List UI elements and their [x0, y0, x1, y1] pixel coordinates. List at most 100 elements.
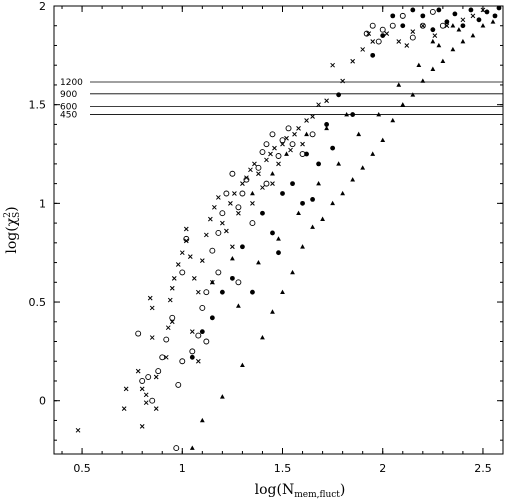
- open-circle-point: [363, 30, 370, 37]
- y-tick-label: 1.5: [29, 99, 47, 112]
- triangle-point: [284, 151, 289, 156]
- open-circle-point: [263, 180, 270, 187]
- cross-point: [179, 250, 185, 256]
- open-circle-point: [173, 445, 180, 452]
- filled-circle-point: [199, 329, 205, 335]
- open-circle-point: [155, 368, 162, 375]
- cross-point: [230, 244, 235, 250]
- filled-circle-point: [209, 315, 215, 321]
- cross-point: [272, 145, 277, 151]
- open-circle-point: [219, 210, 226, 217]
- cross-point: [252, 161, 257, 167]
- triangle-point: [390, 117, 396, 123]
- cross-point: [270, 181, 275, 186]
- open-circle-point: [275, 153, 282, 159]
- cross-point: [276, 161, 281, 167]
- x-tick-label: 2: [379, 462, 386, 475]
- filled-circle-point: [189, 354, 195, 360]
- cross-point: [195, 358, 201, 364]
- filled-circle-point: [492, 13, 498, 19]
- cross-point: [304, 118, 309, 123]
- cross-point: [121, 406, 127, 411]
- open-circle-point: [243, 176, 250, 183]
- cross-point: [199, 258, 205, 263]
- cross-point: [396, 39, 402, 44]
- triangle-point: [330, 200, 336, 206]
- cross-point: [300, 141, 305, 147]
- open-circle-point: [169, 314, 176, 321]
- open-circle-point: [269, 131, 276, 138]
- filled-circle-point: [330, 145, 336, 151]
- open-circle-point: [199, 305, 206, 311]
- filled-circle-point: [300, 200, 305, 206]
- triangle-point: [356, 131, 362, 137]
- filled-circle-point: [410, 7, 416, 13]
- triangle-point: [430, 66, 436, 71]
- cross-point: [366, 31, 372, 36]
- cross-point: [224, 228, 229, 234]
- triangle-point: [336, 161, 342, 166]
- open-circle-point: [159, 354, 166, 361]
- reference-line-label: 450: [60, 111, 77, 121]
- filled-circle-point: [430, 27, 436, 33]
- cross-point: [370, 39, 376, 44]
- reference-line-label: 600: [60, 103, 77, 113]
- filled-circle-point: [390, 13, 396, 19]
- cross-point: [139, 424, 145, 429]
- triangle-point: [296, 210, 301, 216]
- triangle-point: [209, 279, 215, 285]
- data-points: [75, 5, 502, 452]
- cross-point: [240, 181, 245, 186]
- cross-point: [191, 275, 197, 281]
- triangle-point: [340, 190, 346, 196]
- cross-point: [260, 185, 265, 190]
- triangle-point: [450, 46, 456, 52]
- open-circle-point: [369, 22, 376, 29]
- cross-point: [175, 262, 181, 267]
- cross-point: [171, 275, 177, 281]
- cross-point: [292, 131, 297, 137]
- triangle-point: [270, 309, 275, 314]
- cross-point: [143, 392, 149, 398]
- reference-lines: [90, 81, 503, 115]
- cross-point: [75, 427, 81, 433]
- open-circle-point: [379, 26, 386, 33]
- x-axis-label: log(Nmem,fluct): [255, 482, 346, 499]
- filled-circle-point: [444, 19, 450, 25]
- filled-circle-point: [468, 7, 474, 13]
- cross-point: [432, 33, 438, 38]
- open-circle-point: [389, 22, 396, 29]
- triangle-point: [240, 362, 245, 367]
- cross-point: [169, 285, 175, 291]
- filled-circle-point: [400, 23, 406, 29]
- triangle-point: [290, 269, 295, 275]
- open-circle-point: [279, 137, 286, 144]
- filled-circle-point: [240, 244, 245, 250]
- triangle-point: [260, 334, 265, 340]
- filled-circle-point: [280, 191, 285, 196]
- x-tick-label: 1.5: [274, 462, 292, 475]
- open-circle-point: [309, 131, 316, 138]
- open-circle-point: [439, 22, 446, 29]
- cross-point: [228, 201, 233, 206]
- triangle-point: [236, 303, 241, 308]
- open-circle-point: [145, 374, 152, 380]
- triangle-point: [490, 19, 496, 24]
- triangle-point: [304, 131, 309, 137]
- triangle-point: [440, 58, 446, 64]
- open-circle-point: [263, 141, 270, 148]
- triangle-point: [300, 244, 305, 249]
- x-tick-label: 2.5: [474, 462, 492, 475]
- filled-circle-point: [219, 289, 225, 295]
- filled-circle-point: [336, 92, 342, 98]
- triangle-point: [310, 224, 315, 229]
- cross-point: [153, 374, 159, 380]
- open-circle-point: [285, 125, 292, 132]
- open-circle-point: [175, 381, 182, 388]
- triangle-point: [470, 33, 476, 38]
- triangle-point: [316, 181, 321, 186]
- cross-point: [404, 43, 410, 48]
- cross-point: [316, 102, 321, 108]
